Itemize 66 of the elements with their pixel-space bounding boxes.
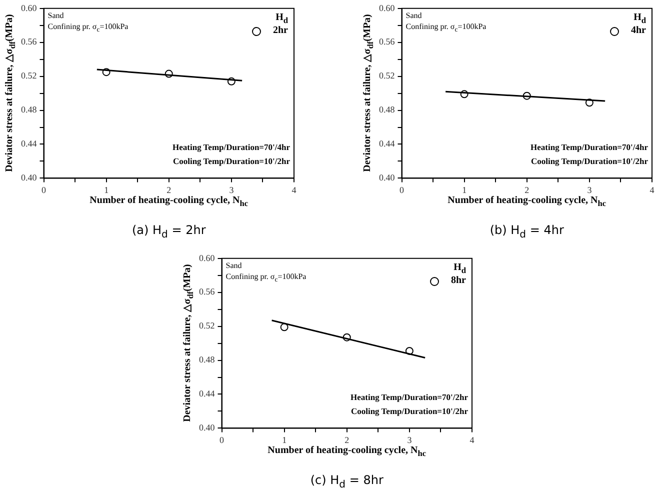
x-tick-label: 2 xyxy=(524,184,530,195)
y-tick-label: 0.40 xyxy=(379,172,396,183)
y-tick-label: 0.48 xyxy=(21,104,38,115)
annotation: Sand xyxy=(406,11,422,20)
x-axis-title: Number of heating-cooling cycle, N$_{hc}$ xyxy=(90,195,248,208)
y-tick-label: 0.56 xyxy=(21,36,38,47)
y-tick-label: 0.40 xyxy=(199,422,216,433)
x-tick-label: 0 xyxy=(400,184,404,195)
x-tick-label: 2 xyxy=(166,184,172,195)
annotation: Cooling Temp/Duration=10'/2hr xyxy=(172,156,290,166)
text: (c) H$_{d}$ = 8hr xyxy=(310,473,384,490)
x-tick-label: 4 xyxy=(650,184,655,195)
y-tick-label: 0.52 xyxy=(21,70,37,81)
y-tick-label: 0.44 xyxy=(199,388,216,399)
text: (a) H$_{d}$ = 2hr xyxy=(132,223,206,240)
y-tick-label: 0.60 xyxy=(21,2,38,13)
legend-title: H$_{d}$ xyxy=(452,262,466,276)
point xyxy=(164,70,173,78)
y-tick-label: 0.60 xyxy=(379,2,396,13)
legend-title: H$_{d}$ xyxy=(274,12,288,26)
y-tick-label: 0.52 xyxy=(379,70,395,81)
y-tick-label: 0.44 xyxy=(379,138,396,149)
annotation: Confining pr. σ$_{c}$=100kPa xyxy=(48,22,128,34)
point xyxy=(522,92,531,100)
x-tick-label: 3 xyxy=(407,434,412,445)
y-tick-label: 0.40 xyxy=(21,172,38,183)
y-tick-label: 0.44 xyxy=(21,138,38,149)
annotation: Confining pr. σ$_{c}$=100kPa xyxy=(406,22,486,34)
annotation: Cooling Temp/Duration=10'/2hr xyxy=(530,156,648,166)
point xyxy=(585,98,594,107)
x-tick-label: 3 xyxy=(587,184,592,195)
point xyxy=(342,333,351,342)
x-tick-label: 0 xyxy=(220,434,224,445)
annotation: Cooling Temp/Duration=10'/2hr xyxy=(350,406,468,416)
y-tick-label: 0.48 xyxy=(379,104,396,115)
x-tick-label: 3 xyxy=(229,184,234,195)
x-tick-label: 1 xyxy=(104,184,109,195)
y-tick-label: 0.52 xyxy=(199,320,215,331)
point xyxy=(460,90,468,98)
point xyxy=(405,346,414,355)
annotation: Heating Temp/Duration=70'/4hr xyxy=(172,142,290,152)
legend-label: 2hr xyxy=(272,25,288,36)
x-tick-label: 0 xyxy=(42,184,46,195)
point xyxy=(102,68,110,76)
y-tick-label: 0.48 xyxy=(199,354,216,365)
text: (b) H$_{d}$ = 4hr xyxy=(490,223,564,240)
annotation: Heating Temp/Duration=70'/2hr xyxy=(350,392,468,402)
annotation: Sand xyxy=(226,261,242,270)
legend-label: 8hr xyxy=(450,275,466,286)
point xyxy=(280,323,288,332)
y-tick-label: 0.56 xyxy=(379,36,396,47)
x-tick-label: 1 xyxy=(462,184,467,195)
x-tick-label: 1 xyxy=(282,434,287,445)
x-tick-label: 4 xyxy=(292,184,297,195)
legend-label: 4hr xyxy=(630,25,646,36)
x-axis-title: Number of heating-cooling cycle, N$_{hc}$ xyxy=(268,445,426,458)
annotation: Sand xyxy=(48,11,64,20)
x-tick-label: 2 xyxy=(344,434,350,445)
legend-title: H$_{d}$ xyxy=(632,12,646,26)
annotation: Confining pr. σ$_{c}$=100kPa xyxy=(226,272,306,284)
y-tick-label: 0.56 xyxy=(199,286,216,297)
x-tick-label: 4 xyxy=(470,434,475,445)
annotation: Heating Temp/Duration=70'/4hr xyxy=(530,142,648,152)
point xyxy=(227,77,236,86)
y-tick-label: 0.60 xyxy=(199,252,216,263)
x-axis-title: Number of heating-cooling cycle, N$_{hc}$ xyxy=(448,195,606,208)
